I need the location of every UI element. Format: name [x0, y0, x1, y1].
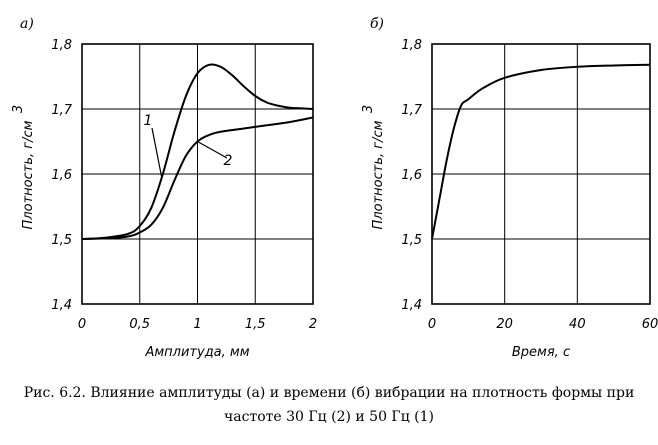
y-tick-label: 1,5 [51, 233, 72, 248]
x-tick-label: 60 [642, 317, 658, 332]
panel-label: б) [370, 16, 384, 32]
x-tick-label: 1,5 [245, 317, 266, 332]
curve-leader-line [197, 140, 228, 159]
series-line-1 [81, 63, 314, 240]
y-tick-label: 1,4 [51, 298, 72, 313]
y-tick-label: 1,7 [401, 103, 422, 118]
y-tick-label: 1,4 [401, 298, 422, 313]
y-tick-label: 1,6 [401, 168, 422, 183]
series-line-1 [431, 63, 651, 240]
y-tick-label: 1,6 [51, 168, 72, 183]
x-axis-label: Амплитуда, мм [144, 345, 249, 360]
panel-label: а) [20, 16, 34, 32]
figure-caption-line-2: частоте 30 Гц (2) и 50 Гц (1) [224, 409, 434, 425]
y-tick-label: 1,7 [51, 103, 72, 118]
x-tick-label: 1 [193, 317, 201, 332]
y-axis-label: Плотность, г/см [371, 120, 386, 229]
x-tick-label: 0,5 [129, 317, 150, 332]
series-line-2 [81, 116, 314, 240]
x-axis-label: Время, с [512, 345, 570, 360]
y-axis-label: Плотность, г/см [21, 120, 36, 229]
x-tick-label: 2 [309, 317, 317, 332]
y-tick-label: 1,8 [401, 38, 422, 53]
x-tick-label: 0 [428, 317, 436, 332]
y-axis-label-superscript: 3 [11, 105, 26, 113]
x-tick-label: 40 [569, 317, 586, 332]
y-tick-label: 1,5 [401, 233, 422, 248]
curve-label: 2 [224, 153, 233, 169]
chart-panel-b: 0 20 40 60 1,4 1,5 1,6 1,7 1,8 Время, с Плотность,… [361, 16, 658, 360]
plot-frame [81, 43, 314, 305]
figure-caption-line-1: Рис. 6.2. Влияние амплитуды (а) и времен… [23, 385, 635, 401]
curve-label: 1 [144, 113, 153, 129]
curve-leader-line [151, 127, 163, 178]
x-tick-label: 0 [78, 317, 86, 332]
x-tick-label: 20 [496, 317, 513, 332]
y-tick-label: 1,8 [51, 38, 72, 53]
figure-charts: 0 0,5 1 1,5 2 1,4 1,5 1,6 1,7 1,8 Амплитуда, мм Пло… [11, 16, 658, 360]
y-axis-label-superscript: 3 [361, 105, 376, 113]
plot-frame [431, 43, 651, 305]
chart-panel-a: 0 0,5 1 1,5 2 1,4 1,5 1,6 1,7 1,8 Амплитуда, мм Пло… [11, 16, 317, 360]
